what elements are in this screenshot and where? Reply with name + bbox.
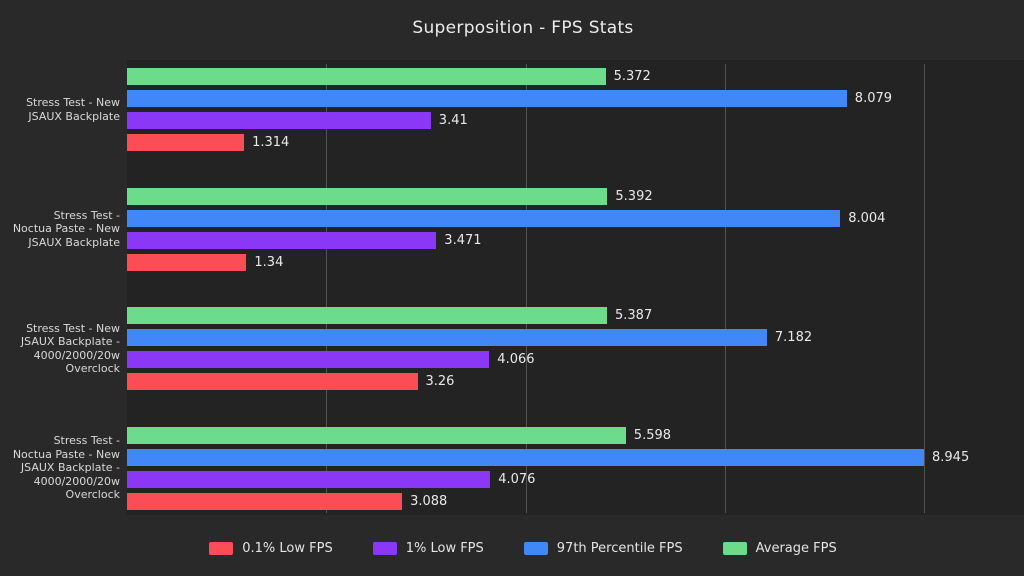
gridline [924, 64, 925, 513]
category-label-line: JSAUX Backplate [28, 235, 120, 249]
legend-item-1-low-fps: 1% Low FPS [372, 541, 484, 556]
category-label-line: Overclock [65, 362, 120, 375]
legend-label: 0.1% Low FPS [242, 541, 333, 556]
category-label-line: Stress Test - [53, 434, 120, 448]
category-label-line: Overclock [65, 488, 120, 502]
legend: 0.1% Low FPS 1% Low FPS 97th Percentile FP… [22, 541, 1024, 556]
category-label-line: 4000/2000/20w [33, 348, 120, 362]
category-label: Stress Test - Noctua Paste - New JSAUX Bac… [0, 188, 120, 271]
legend-item-average-fps: Average FPS [722, 541, 837, 556]
chart-title: Superposition - FPS Stats [412, 18, 634, 38]
legend-label: 97th Percentile FPS [556, 541, 683, 556]
gridline [724, 64, 726, 513]
legend-label: Average FPS [755, 541, 837, 556]
category-label-line: Noctua Paste - New [12, 222, 120, 236]
category-label-line: 4000/2000/20w [33, 474, 120, 488]
category-label-line: Stress Test - New [26, 96, 120, 109]
legend-item-97th-percentile-fps: 97th Percentile FPS [523, 541, 683, 556]
category-label-line: Stress Test - [53, 208, 120, 222]
category-label-line: JSAUX Backplate - [20, 461, 120, 475]
legend-swatch-0-1-low-fps [209, 542, 234, 555]
legend-swatch-average-fps [722, 542, 747, 555]
category-label-line: JSAUX Backplate [28, 109, 120, 123]
category-label-line: Stress Test - New [26, 321, 120, 335]
gridline [326, 64, 328, 513]
category-label: Stress Test - New JSAUX Backplate [0, 68, 120, 151]
legend-item-0-1-low-fps: 0.1% Low FPS [209, 541, 333, 556]
category-label-line: Noctua Paste - New [12, 447, 120, 461]
legend-label: 1% Low FPS [405, 541, 484, 556]
category-label-line: JSAUX Backplate - [20, 335, 120, 348]
plot-area [127, 60, 1024, 515]
legend-swatch-1-low-fps [372, 542, 397, 555]
category-label: Stress Test - New JSAUX Backplate -4000/2… [0, 307, 120, 390]
category-label: Stress Test - Noctua Paste - New JSAUX Bac… [0, 427, 120, 510]
legend-swatch-97th-percentile-fps [523, 542, 548, 555]
gridline [525, 64, 527, 513]
